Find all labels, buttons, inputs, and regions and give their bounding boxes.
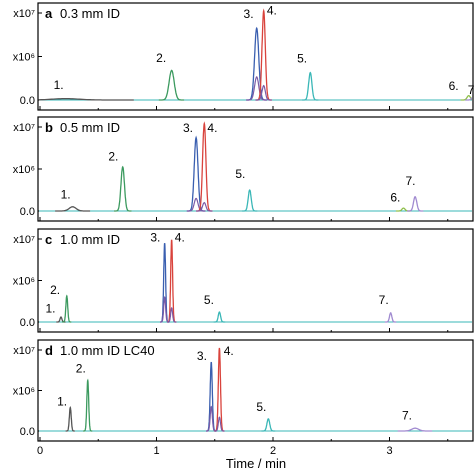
peak-secondary-4 xyxy=(255,84,272,101)
traces xyxy=(39,121,472,212)
peak-2 xyxy=(83,378,93,432)
peak-secondary-3 xyxy=(186,197,206,212)
panel-b: 0.0 x10⁶ x10⁷ b 0.5 mm ID 1. 2. 3. 4. 5. 6. 7. xyxy=(13,116,474,222)
peak-7 xyxy=(465,96,472,101)
peak-secondary-3 xyxy=(246,76,267,101)
peak-label: 5. xyxy=(297,52,307,66)
x-tick-label: 0 xyxy=(37,445,43,457)
x-axis-label: Time / min xyxy=(226,456,286,471)
peak-label: 4. xyxy=(267,3,277,17)
y-tick-label: x10⁷ xyxy=(13,8,35,20)
panel-title: 1.0 mm ID LC40 xyxy=(60,343,155,358)
peak-label: 3. xyxy=(244,7,254,21)
panel-title: 1.0 mm ID xyxy=(60,232,120,247)
y-tick-label: x10⁷ xyxy=(13,234,35,246)
peak-label: 2. xyxy=(50,283,60,297)
y-tick-label: 0.0 xyxy=(20,317,35,329)
peak-label: 7 xyxy=(468,83,474,97)
y-tick-label: x10⁶ xyxy=(13,386,35,398)
traces xyxy=(39,8,472,101)
y-tick-label: x10⁷ xyxy=(13,345,35,357)
x-tick-label: 1 xyxy=(153,445,159,457)
y-tick-label: x10⁶ xyxy=(13,276,35,288)
peak-label: 3. xyxy=(197,349,207,363)
peak-label: 2. xyxy=(76,361,86,375)
panel-a: 0.0 x10⁶ x10⁷ a 0.3 mm ID 1. 2. 3. 4. 5. 6. 7 xyxy=(13,2,474,111)
peak-label: 4. xyxy=(175,230,185,244)
peak-label: 7. xyxy=(405,174,415,188)
peak-label: 3. xyxy=(150,230,160,244)
y-tick-label: 0.0 xyxy=(20,426,35,438)
peak-2 xyxy=(62,294,72,323)
peak-1 xyxy=(39,98,134,101)
panel-letter: d xyxy=(45,343,53,358)
x-tick-label: 3 xyxy=(386,445,392,457)
peak-secondary-3 xyxy=(160,296,170,323)
peak-label: 6. xyxy=(390,190,400,204)
y-tick-label: 0.0 xyxy=(20,95,35,107)
peak-secondary-3 xyxy=(206,405,217,432)
x-tick-label: 2 xyxy=(270,445,276,457)
peak-label: 1. xyxy=(45,301,55,315)
panel-letter: b xyxy=(45,120,53,135)
panel-letter: c xyxy=(45,232,52,247)
peak-secondary-4 xyxy=(167,307,177,323)
peak-secondary-4 xyxy=(214,416,225,432)
peak-7 xyxy=(407,195,424,212)
panel-letter: a xyxy=(45,6,53,21)
peak-label: 4. xyxy=(224,344,234,358)
peak-1 xyxy=(65,406,75,432)
panels-group: 0.0 x10⁶ x10⁷ a 0.3 mm ID 1. 2. 3. 4. 5. 6. 7 0.0 x10… xyxy=(13,2,474,457)
panel-title: 0.3 mm ID xyxy=(60,6,120,21)
y-tick-label: x10⁶ xyxy=(13,52,35,64)
peak-label: 4. xyxy=(207,121,217,135)
peak-label: 1. xyxy=(61,187,71,201)
peak-7 xyxy=(397,427,433,432)
peak-secondary-4 xyxy=(196,201,213,212)
peak-3 xyxy=(246,26,267,101)
y-tick-label: 0.0 xyxy=(20,206,35,218)
peak-label: 2. xyxy=(108,150,118,164)
peak-5 xyxy=(302,71,319,101)
peak-label: 7. xyxy=(379,293,389,307)
panel-c: 0.0 x10⁶ x10⁷ c 1.0 mm ID 1. 2. 3. 4. 5. 7. xyxy=(13,228,474,333)
peak-5 xyxy=(261,418,276,432)
peak-label: 2. xyxy=(156,51,166,65)
peak-5 xyxy=(213,311,226,323)
peak-label: 5. xyxy=(235,167,245,181)
peak-label: 5. xyxy=(256,400,266,414)
peak-3 xyxy=(206,361,217,432)
peak-6 xyxy=(460,95,472,101)
traces xyxy=(39,347,472,432)
peak-2 xyxy=(114,165,132,212)
peak-2 xyxy=(158,69,185,101)
panel-title: 0.5 mm ID xyxy=(60,120,120,135)
y-tick-label: x10⁶ xyxy=(13,164,35,176)
peak-3 xyxy=(160,242,170,323)
panel-d: 0.0 x10⁶ x10⁷ d 1.0 mm ID LC40 1. 2. 3. 4. 5. 7. xyxy=(13,339,474,442)
peak-7 xyxy=(384,312,397,323)
traces xyxy=(39,239,472,323)
y-tick-label: x10⁷ xyxy=(13,122,35,134)
peak-label: 7. xyxy=(402,409,412,423)
peak-label: 3. xyxy=(183,121,193,135)
peak-1 xyxy=(55,206,91,212)
peak-label: 1. xyxy=(54,78,64,92)
peak-label: 1. xyxy=(57,394,67,408)
peak-5 xyxy=(242,189,258,212)
peak-label: 6. xyxy=(449,79,459,93)
peak-label: 5. xyxy=(204,293,214,307)
